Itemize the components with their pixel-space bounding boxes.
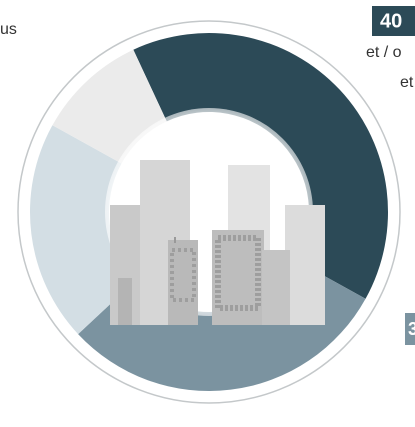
cropped-text: et / o	[366, 44, 402, 61]
label-box	[405, 313, 415, 345]
cropped-text: 3	[408, 319, 415, 339]
outer-ring	[17, 20, 401, 404]
label-box	[372, 6, 415, 36]
donut-slice	[52, 49, 167, 164]
value-label: 40	[380, 10, 402, 32]
cropped-text: us	[0, 21, 17, 38]
cropped-text: et	[400, 74, 414, 91]
donut-slice	[29, 125, 136, 335]
windows	[170, 235, 261, 311]
